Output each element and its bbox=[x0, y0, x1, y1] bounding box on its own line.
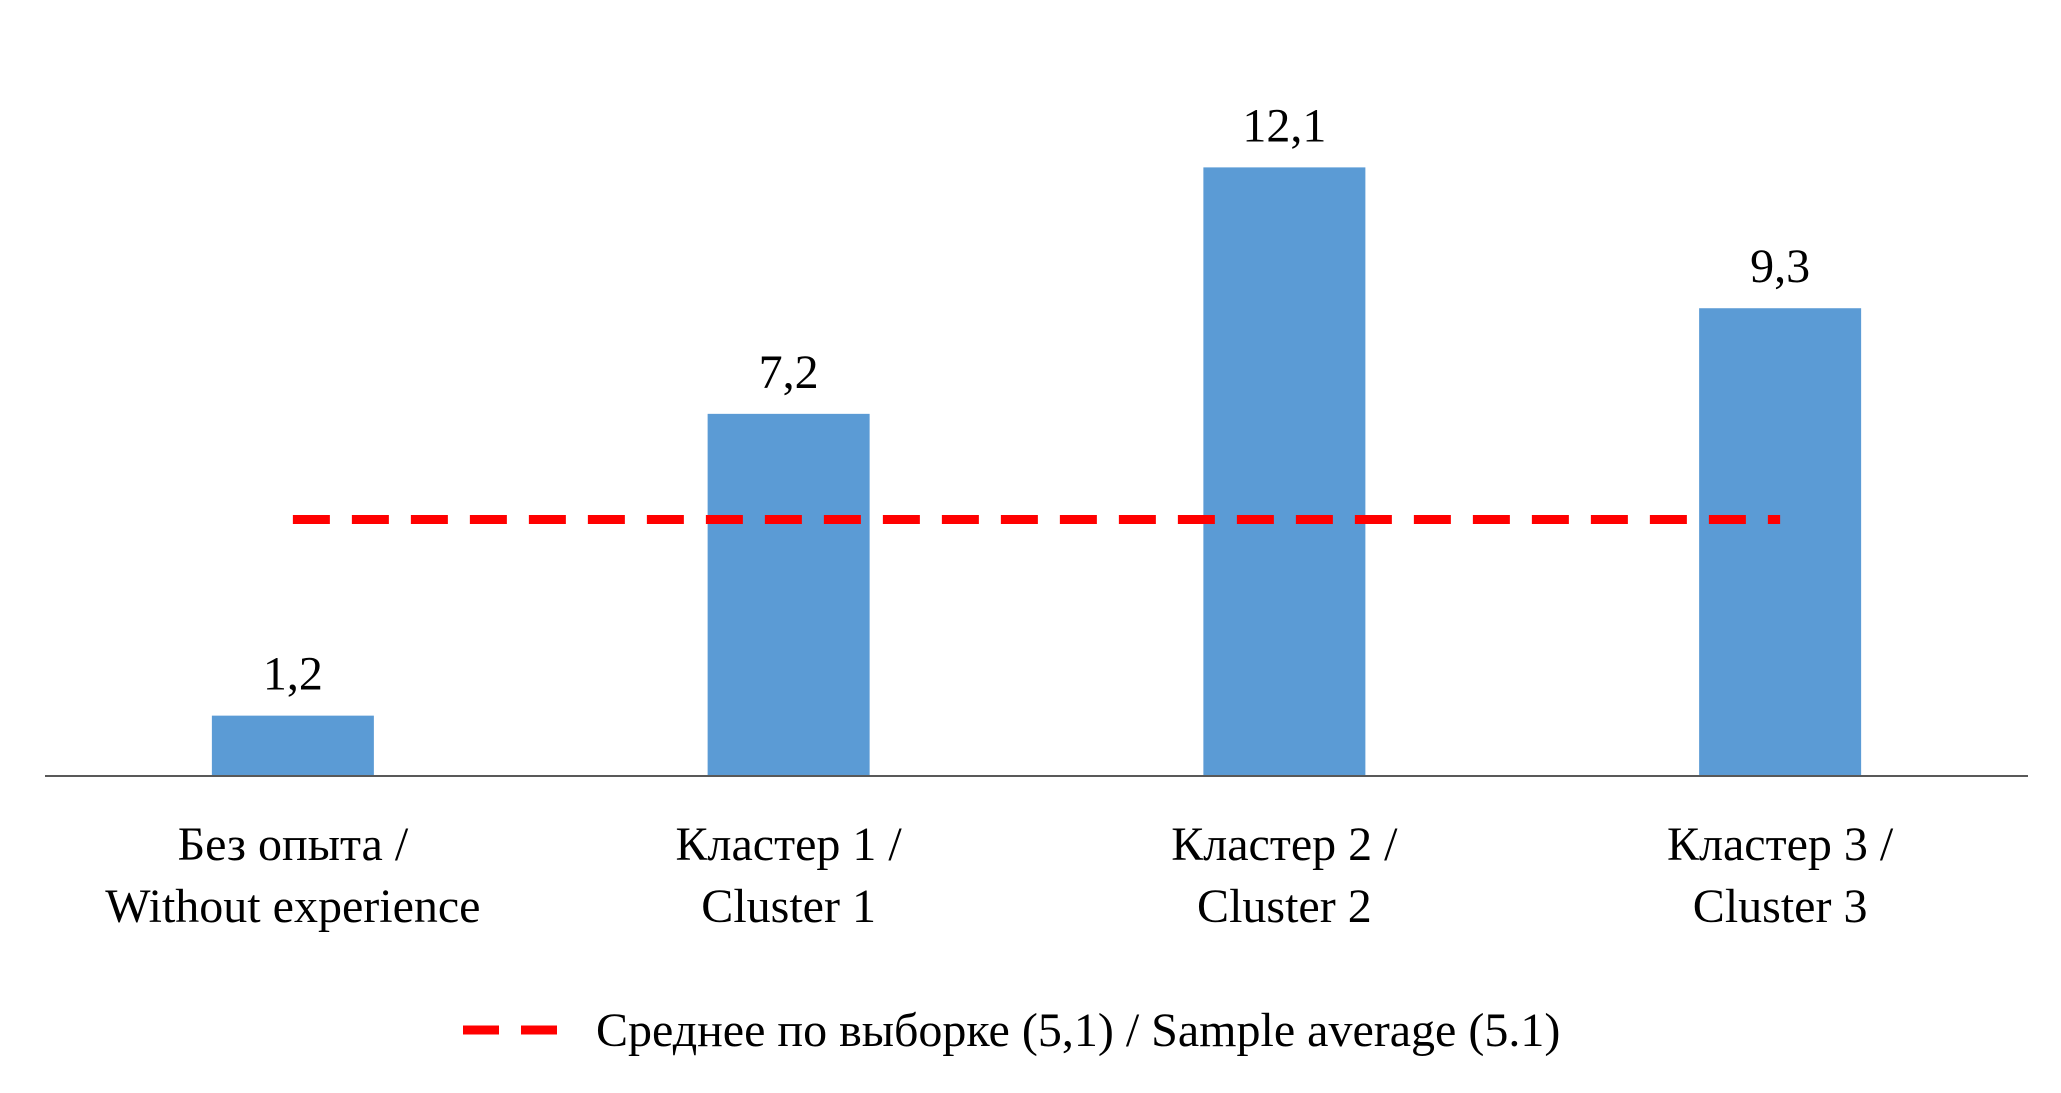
data-label: 7,2 bbox=[759, 346, 819, 399]
legend-label: Среднее по выборке (5,1) / Sample averag… bbox=[596, 1004, 1560, 1057]
category-label: Кластер 1 / bbox=[676, 818, 903, 871]
category-label: Cluster 2 bbox=[1197, 880, 1372, 933]
category-label: Cluster 3 bbox=[1693, 880, 1868, 933]
category-label: Кластер 2 / bbox=[1171, 818, 1398, 871]
category-labels-group: Без опыта / Without experience Кластер 1 /… bbox=[105, 818, 1894, 933]
bar bbox=[211, 715, 374, 776]
category-label: Кластер 3 / bbox=[1667, 818, 1894, 871]
data-label: 1,2 bbox=[263, 648, 323, 701]
bars-group bbox=[211, 167, 1862, 776]
bar bbox=[1699, 308, 1862, 776]
bar bbox=[1203, 167, 1366, 776]
legend: Среднее по выборке (5,1) / Sample averag… bbox=[463, 1004, 1560, 1057]
category-label: Без опыта / bbox=[178, 818, 409, 871]
data-label: 9,3 bbox=[1750, 240, 1810, 293]
category-label: Cluster 1 bbox=[701, 880, 876, 933]
bar bbox=[707, 413, 870, 776]
data-label: 12,1 bbox=[1242, 99, 1326, 152]
category-label: Without experience bbox=[105, 880, 480, 933]
data-labels-group: 1,2 7,2 12,1 9,3 bbox=[263, 99, 1810, 700]
